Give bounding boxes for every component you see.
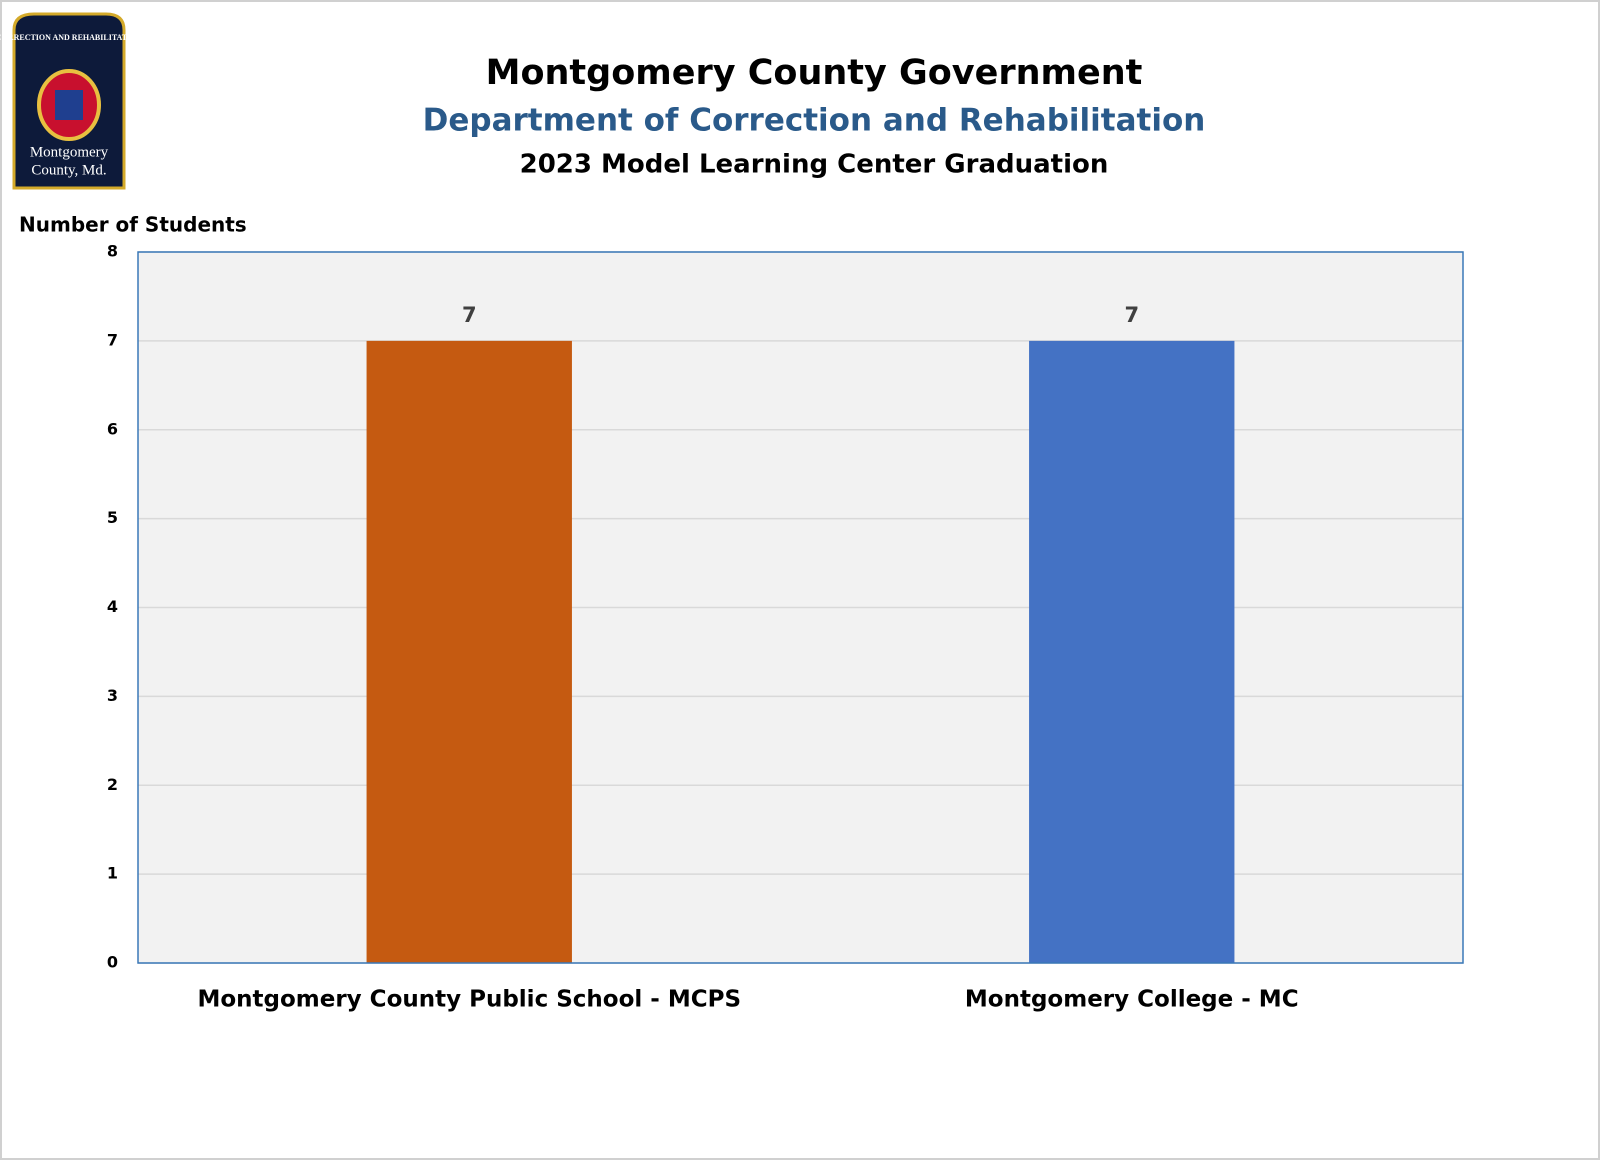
plot-border: [137, 251, 1464, 964]
logo: CORRECTION AND REHABILITATION Montgomery…: [0, 12, 142, 190]
bar: [366, 340, 572, 963]
chart-title: Montgomery County Government: [486, 53, 1143, 93]
logo-bottom-text: County, Md.: [31, 162, 106, 178]
y-tick-label: 2: [107, 775, 118, 794]
logo-top-text: CORRECTION AND REHABILITATION: [0, 33, 142, 42]
y-tick-label: 0: [107, 953, 118, 972]
logo-emblem: [55, 90, 83, 120]
y-tick-label: 1: [107, 864, 118, 883]
y-tick-label: 4: [107, 597, 118, 616]
y-tick-label: 7: [107, 330, 118, 349]
logo-bottom-text: Montgomery: [30, 144, 109, 160]
chart-subtitle: 2023 Model Learning Center Graduation: [520, 150, 1109, 180]
y-tick-label: 8: [107, 242, 118, 261]
y-tick-label: 3: [107, 686, 118, 705]
chart-subtitle: Department of Correction and Rehabilitat…: [423, 103, 1206, 139]
y-tick-label: 5: [107, 508, 118, 527]
value-label: 7: [462, 303, 477, 327]
x-tick-label: Montgomery County Public School - MCPS: [197, 987, 741, 1013]
y-tick-label: 6: [107, 419, 118, 438]
y-axis-label: Number of Students: [19, 213, 247, 237]
value-label: 7: [1124, 303, 1139, 327]
x-tick-label: Montgomery College - MC: [965, 987, 1299, 1013]
bar: [1029, 340, 1235, 963]
